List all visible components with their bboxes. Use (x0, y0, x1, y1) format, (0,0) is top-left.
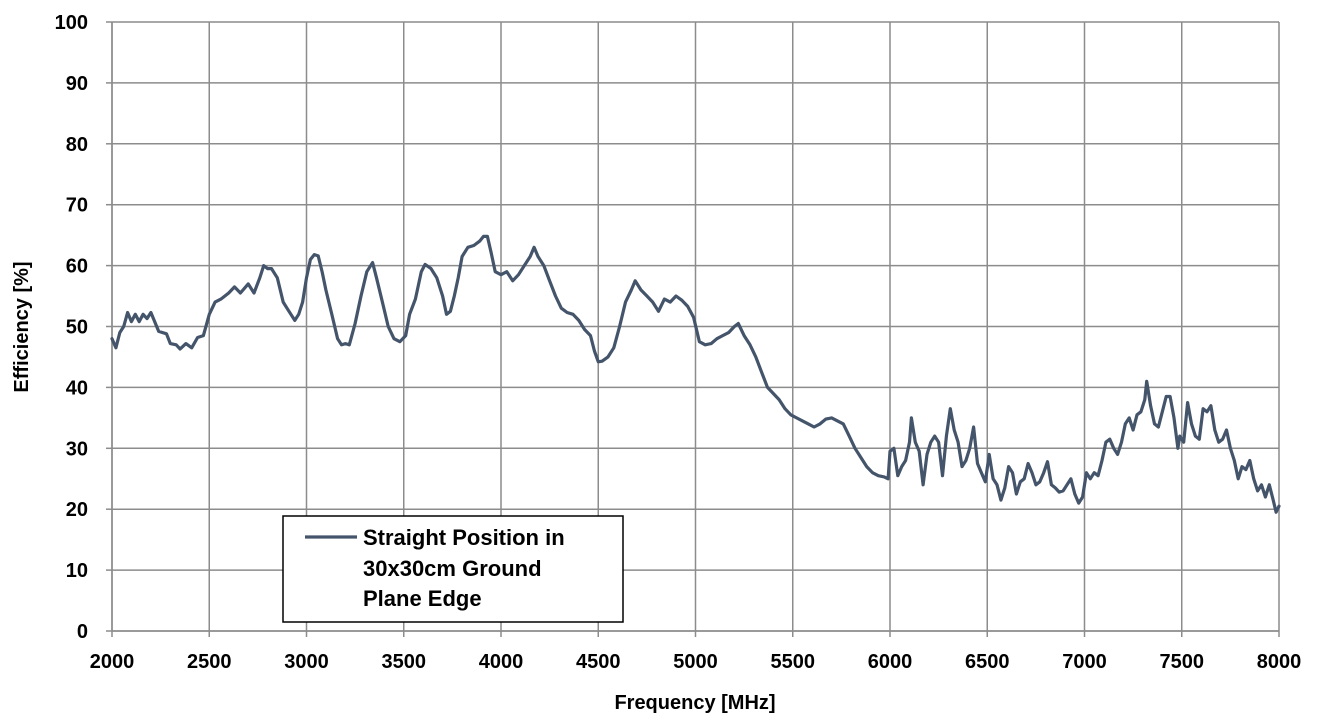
x-tick-label: 3000 (284, 651, 329, 673)
y-tick-label: 10 (66, 560, 88, 582)
x-tick-label: 5000 (673, 651, 718, 673)
x-tick-label: 7500 (1160, 651, 1205, 673)
legend-label-line-3: Plane Edge (363, 586, 482, 611)
x-tick-labels: 2000 2500 3000 3500 4000 4500 5000 5500 6000 6500… (90, 651, 1302, 673)
x-tick-label: 6000 (868, 651, 913, 673)
y-tick-label: 70 (66, 195, 88, 217)
legend-label-line-1: Straight Position in (363, 525, 565, 550)
x-tick-label: 2000 (90, 651, 135, 673)
y-tick-labels: 0 10 20 30 40 50 60 70 80 90 100 (55, 12, 88, 643)
legend-box (282, 515, 624, 623)
y-tick-label: 50 (66, 317, 88, 339)
legend: Straight Position in 30x30cm Ground Plan… (282, 515, 624, 623)
x-tick-label: 3500 (382, 651, 427, 673)
y-tick-label: 90 (66, 73, 88, 95)
x-tick-label: 6500 (965, 651, 1010, 673)
x-tick-label: 2500 (187, 651, 232, 673)
series-line (110, 234, 1281, 514)
axes (106, 21, 1280, 637)
y-tick-label: 30 (66, 438, 88, 460)
y-axis-label: Efficiency [%] (11, 261, 33, 392)
x-tick-label: 5500 (771, 651, 816, 673)
y-tick-label: 60 (66, 256, 88, 278)
legend-label-line-2: 30x30cm Ground (363, 556, 542, 581)
y-tick-label: 80 (66, 134, 88, 156)
x-tick-label: 4500 (576, 651, 621, 673)
x-tick-label: 4000 (479, 651, 524, 673)
x-tick-label: 7000 (1062, 651, 1107, 673)
y-tick-label: 40 (66, 377, 88, 399)
x-axis-label: Frequency [MHz] (614, 692, 775, 714)
y-tick-label: 20 (66, 499, 88, 521)
y-tick-label: 0 (77, 621, 88, 643)
y-tick-label: 100 (55, 12, 88, 34)
x-tick-label: 8000 (1257, 651, 1302, 673)
